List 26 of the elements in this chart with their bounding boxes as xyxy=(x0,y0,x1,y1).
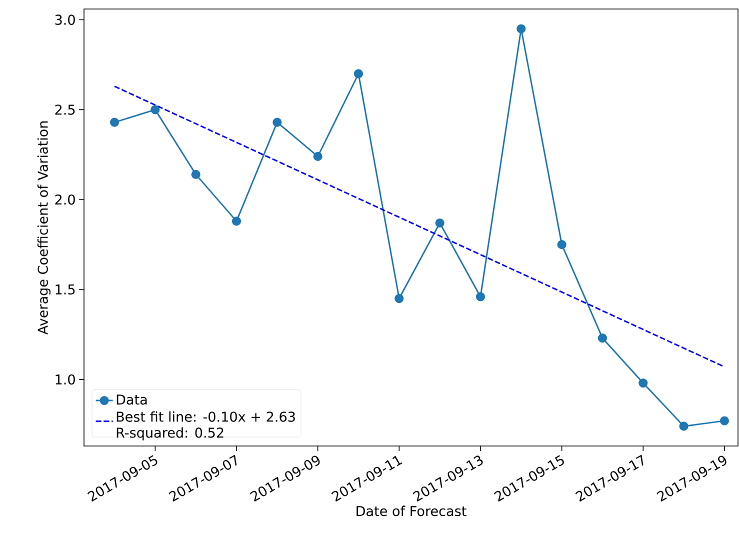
point xyxy=(150,105,160,114)
annotation: R-squared: 0.52 xyxy=(116,427,224,440)
y-tick-label: 1.0 xyxy=(56,374,75,385)
point xyxy=(272,118,282,127)
point xyxy=(598,334,608,343)
point xyxy=(638,378,648,388)
legend-label: Best fit line: -0.10x + 2.63 xyxy=(116,411,295,422)
point xyxy=(516,24,526,34)
legend-label: Data xyxy=(116,394,147,405)
point xyxy=(110,118,120,127)
point xyxy=(394,294,404,304)
point xyxy=(354,69,364,78)
x-axis-title: Date of Forecast xyxy=(356,506,466,516)
point xyxy=(720,416,730,426)
point xyxy=(232,216,242,226)
point xyxy=(679,422,688,431)
y-tick-label: 2.5 xyxy=(55,104,75,115)
y-tick-label: 1.5 xyxy=(56,284,75,295)
y-tick-label: 2.0 xyxy=(55,194,75,205)
point xyxy=(313,152,322,161)
point xyxy=(191,170,200,179)
y-axis-title: Average Coefficient of Variation xyxy=(37,121,51,335)
point xyxy=(476,292,486,302)
point xyxy=(557,240,566,250)
y-tick-label: 3.0 xyxy=(55,14,75,25)
point xyxy=(435,218,444,228)
